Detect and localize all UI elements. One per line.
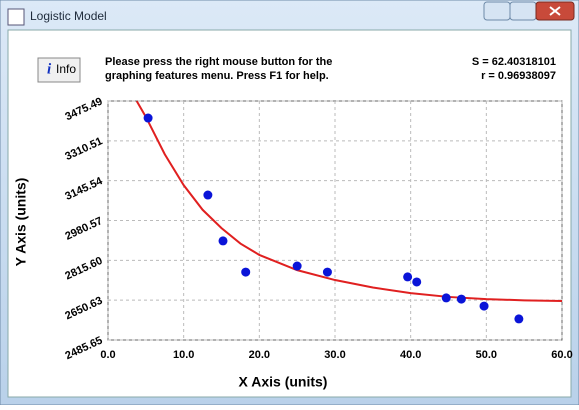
- data-point: [143, 113, 153, 123]
- data-point: [241, 267, 251, 277]
- x-tick-label: 20.0: [249, 349, 270, 361]
- info-button[interactable]: [37, 57, 81, 83]
- data-point: [218, 236, 228, 246]
- app-icon: [7, 8, 25, 26]
- x-axis-title: X Axis (units): [239, 374, 328, 390]
- x-tick-label: 60.0: [551, 349, 572, 361]
- maximize-button[interactable]: [509, 1, 537, 21]
- data-point: [479, 301, 489, 311]
- data-point: [456, 294, 466, 304]
- x-tick-label: 50.0: [476, 349, 497, 361]
- window-title: Logistic Model: [30, 9, 107, 23]
- close-icon: [549, 6, 561, 16]
- data-point: [412, 277, 422, 287]
- y-axis-title: Y Axis (units): [13, 178, 29, 267]
- data-point: [441, 293, 451, 303]
- message-line: Please press the right mouse button for …: [105, 56, 332, 68]
- x-tick-label: 0.0: [100, 349, 115, 361]
- data-point: [322, 267, 332, 277]
- minimize-button[interactable]: [483, 1, 511, 21]
- message-line: graphing features menu. Press F1 for hel…: [105, 70, 329, 82]
- info-label: Info: [56, 62, 76, 76]
- data-point: [403, 272, 413, 282]
- x-tick-label: 40.0: [400, 349, 421, 361]
- x-tick-label: 30.0: [324, 349, 345, 361]
- stat-r: r = 0.96938097: [481, 70, 556, 82]
- data-point: [292, 261, 302, 271]
- x-tick-label: 10.0: [173, 349, 194, 361]
- data-point: [203, 190, 213, 200]
- info-icon: i: [47, 61, 52, 77]
- fit-curve: [135, 100, 563, 303]
- stat-s: S = 62.40318101: [472, 56, 556, 68]
- data-point: [514, 314, 524, 324]
